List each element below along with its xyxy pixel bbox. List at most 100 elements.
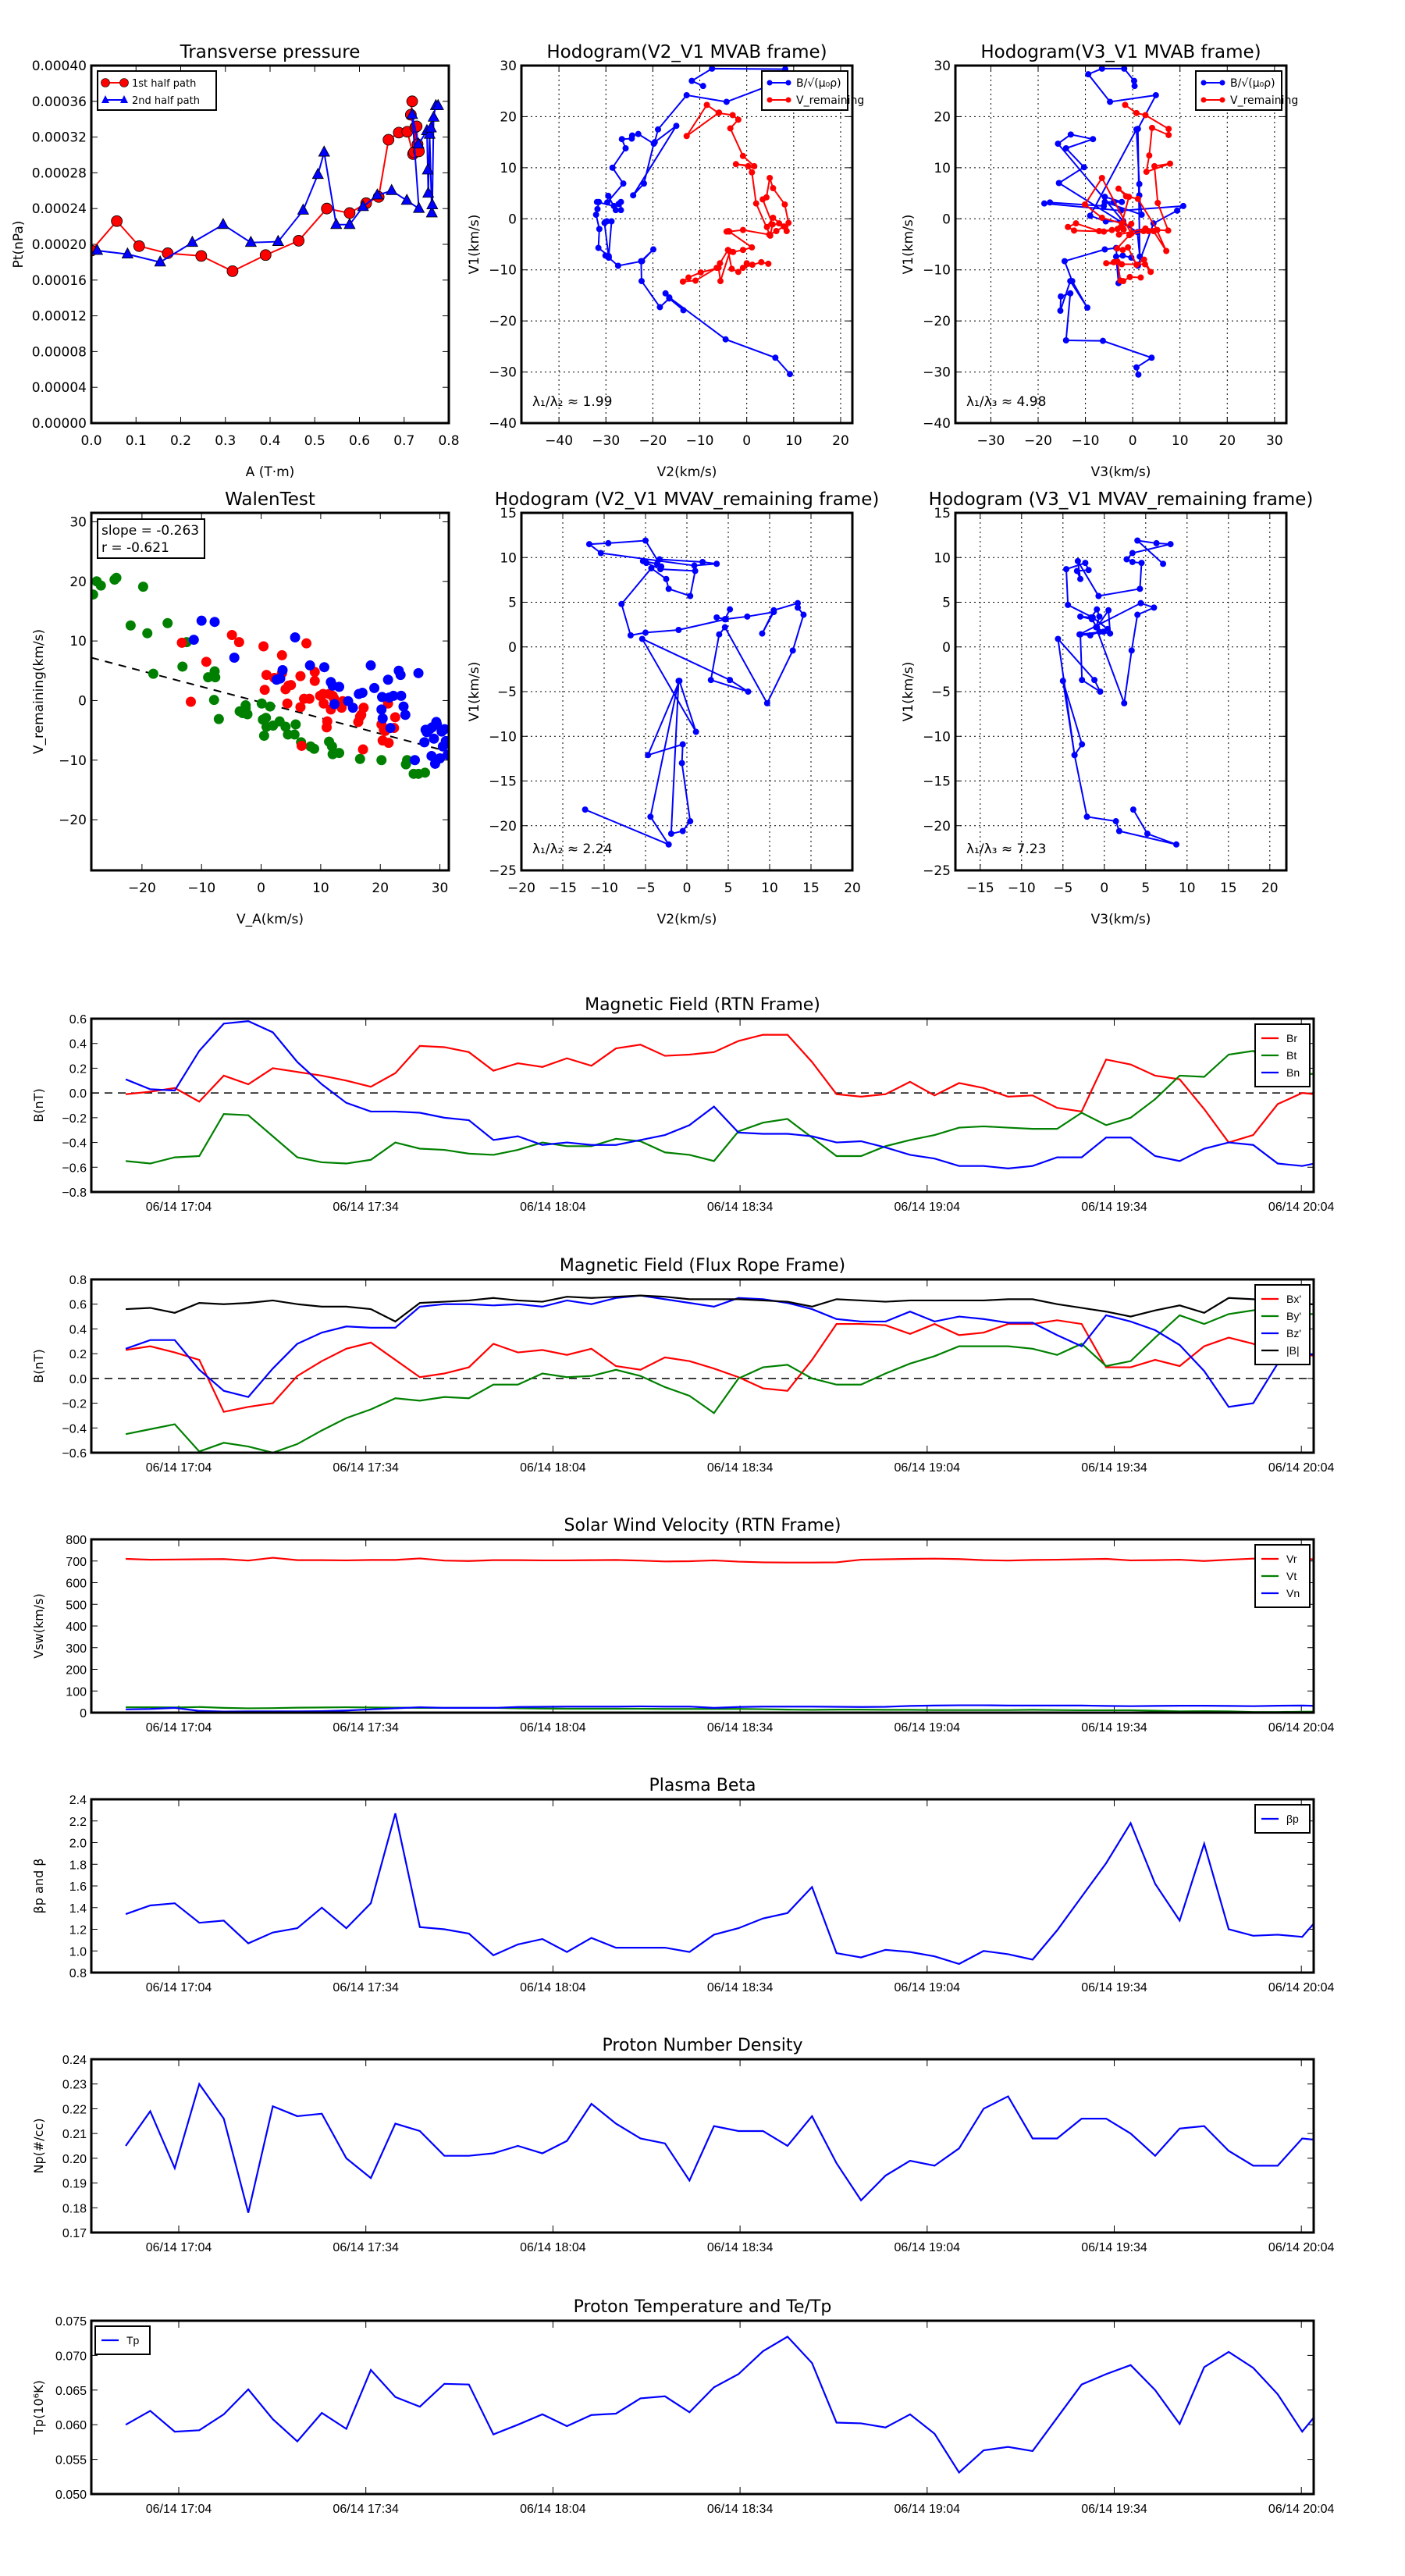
- data-point: [763, 699, 770, 706]
- axes-frame: [90, 1278, 1315, 1454]
- x-tick-label: 10: [1179, 881, 1196, 896]
- data-point: [1071, 752, 1078, 759]
- data-point: [614, 262, 621, 269]
- data-point: [1095, 592, 1102, 600]
- data-point: [1096, 227, 1103, 234]
- data-point: [605, 539, 612, 546]
- y-tick-label: −40: [489, 416, 517, 432]
- data-point: [667, 831, 674, 838]
- y-tick-label: 20: [500, 109, 517, 125]
- data-point: [1081, 201, 1088, 208]
- x-tick-label: 06/14 17:34: [333, 2241, 399, 2254]
- legend: Bx' By' Bz' |B|: [1254, 1284, 1311, 1365]
- y-tick-label: 0.23: [62, 2079, 87, 2092]
- scatter-point-blue: [440, 735, 449, 746]
- data-point: [1154, 226, 1161, 233]
- scatter-point-blue: [376, 704, 387, 715]
- y-tick-label: 10: [69, 634, 87, 649]
- data-point-triangle: [412, 137, 425, 149]
- series-line-0: [585, 539, 805, 846]
- data-point: [1097, 688, 1104, 695]
- y-tick-label: 0.2: [69, 1348, 87, 1361]
- y-axis-label: Np(#/cc): [31, 2119, 46, 2174]
- y-tick-label: 0: [78, 693, 87, 709]
- y-tick-label: −0.4: [62, 1137, 87, 1151]
- scatter-point-red: [389, 712, 400, 723]
- legend: 1st half path 2nd half path: [97, 70, 217, 111]
- data-point: [1151, 604, 1158, 611]
- y-tick-label: 0.6: [69, 1013, 87, 1026]
- data-point: [1074, 557, 1081, 564]
- data-point: [1103, 260, 1110, 267]
- scatter-point-blue: [413, 667, 424, 678]
- data-point: [1133, 109, 1140, 116]
- data-point: [1133, 364, 1140, 371]
- data-point: [745, 162, 752, 169]
- data-point: [1137, 600, 1144, 607]
- stats-text: slope = -0.263: [101, 523, 199, 539]
- y-tick-label: 0: [508, 212, 517, 227]
- data-point: [1122, 193, 1129, 200]
- series-line-vn: [126, 1704, 1314, 1713]
- data-point: [1131, 83, 1138, 90]
- scatter-point-green: [326, 741, 337, 752]
- data-point: [679, 827, 686, 834]
- legend: Br Bt Bn: [1254, 1023, 1311, 1087]
- data-point: [1152, 91, 1159, 98]
- data-point-triangle: [217, 217, 229, 229]
- x-tick-label: 06/14 19:34: [1081, 2503, 1147, 2516]
- legend: Tp: [94, 2325, 151, 2355]
- series-line-by: [125, 1308, 1314, 1453]
- data-point: [1040, 200, 1048, 207]
- y-tick-label: 0.2: [69, 1062, 87, 1076]
- data-point: [727, 606, 734, 613]
- series-line-bn: [125, 1020, 1314, 1169]
- data-point: [1058, 293, 1065, 300]
- data-point: [1112, 818, 1119, 825]
- y-tick-label: −40: [923, 416, 951, 432]
- y-axis-label: Tp(10⁶K): [31, 2380, 46, 2435]
- data-point: [1067, 290, 1074, 297]
- x-axis-label: V_A(km/s): [237, 912, 304, 927]
- data-point: [676, 678, 683, 685]
- plot-area: [125, 2082, 1314, 2213]
- data-point: [1128, 220, 1135, 227]
- data-point-circle: [343, 207, 356, 219]
- y-axis-label: V1(km/s): [901, 215, 916, 275]
- data-point: [603, 218, 610, 225]
- x-tick-label: 30: [432, 881, 449, 896]
- scatter-point-blue: [318, 662, 329, 673]
- data-point: [663, 575, 670, 582]
- series-line-bt: [125, 1050, 1314, 1165]
- scatter-point-red: [304, 693, 315, 704]
- scatter-point-blue: [426, 750, 437, 761]
- x-tick-label: 10: [761, 881, 778, 896]
- scatter-point-red: [185, 696, 196, 707]
- x-tick-label: 20: [1218, 433, 1236, 449]
- y-tick-label: −20: [489, 314, 517, 329]
- data-point: [739, 247, 746, 254]
- data-point: [655, 126, 662, 133]
- data-point: [1107, 98, 1114, 105]
- x-tick-label: −40: [545, 433, 573, 449]
- data-point: [787, 371, 794, 378]
- data-point: [1073, 568, 1080, 575]
- data-point: [618, 600, 625, 607]
- x-tick-label: 06/14 19:04: [895, 2503, 961, 2516]
- legend-label: Vr: [1286, 1553, 1297, 1565]
- data-point: [593, 198, 600, 205]
- y-tick-label: 0.00004: [32, 380, 87, 396]
- y-tick-label: 1.6: [69, 1880, 87, 1894]
- data-point: [1055, 635, 1062, 642]
- legend: βp: [1254, 1804, 1311, 1834]
- scatter-point-red: [295, 702, 306, 713]
- x-tick-label: −20: [128, 881, 156, 896]
- y-tick-label: −15: [923, 774, 951, 790]
- x-tick-label: 06/14 19:34: [1081, 1981, 1147, 1994]
- scatter-point-green: [91, 589, 98, 600]
- y-tick-label: 300: [66, 1642, 87, 1656]
- data-point: [1098, 66, 1105, 72]
- x-tick-label: 06/14 17:34: [333, 2503, 399, 2516]
- data-point: [1104, 625, 1112, 632]
- data-point: [1062, 337, 1069, 344]
